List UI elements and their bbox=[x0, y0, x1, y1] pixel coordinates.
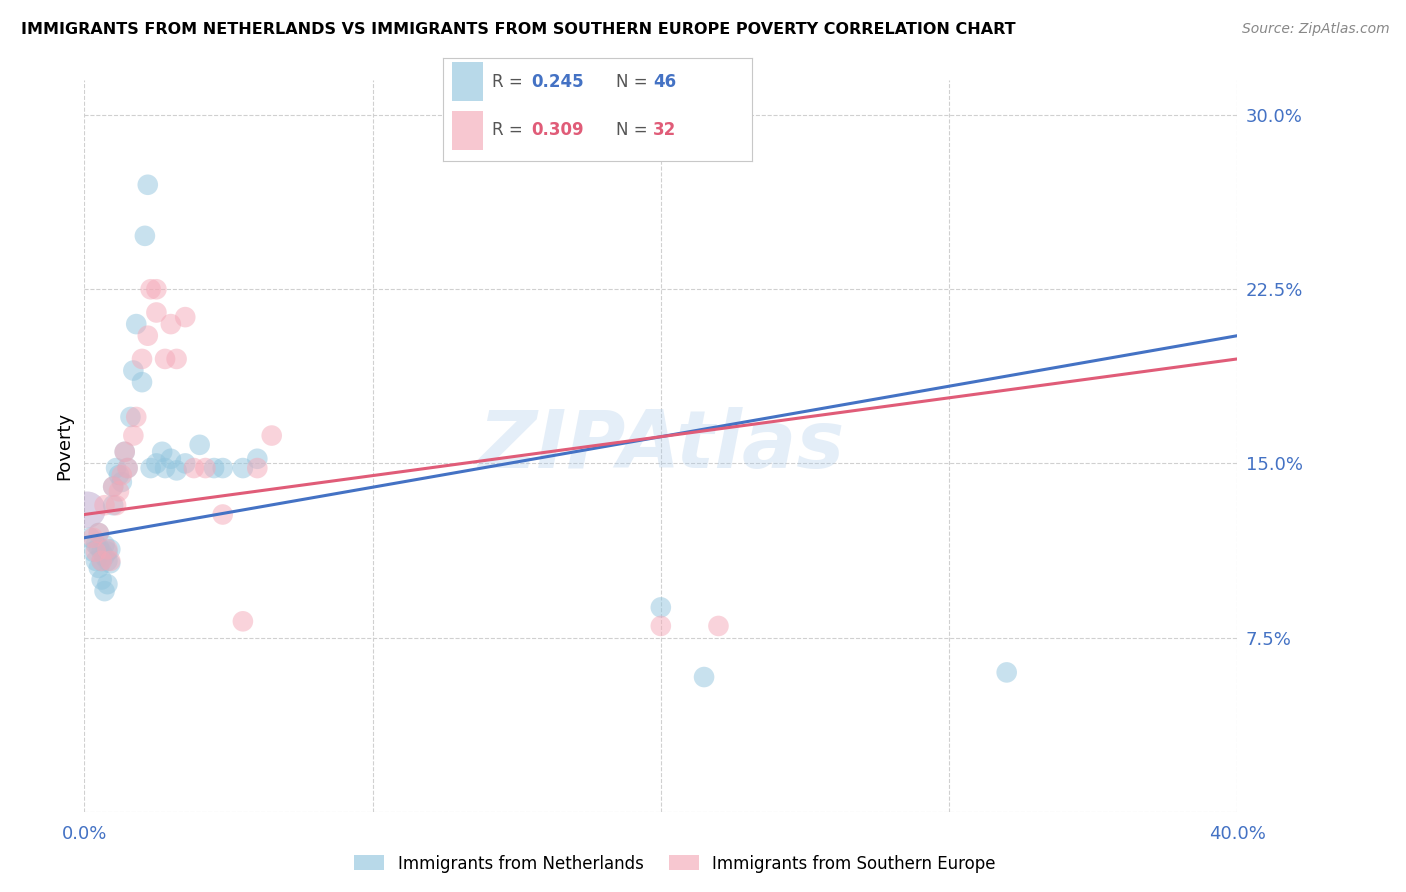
Point bbox=[150, 445, 173, 459]
Point bbox=[117, 461, 139, 475]
Text: N =: N = bbox=[616, 72, 652, 91]
Point bbox=[96, 554, 118, 568]
Text: R =: R = bbox=[492, 72, 529, 91]
Point bbox=[90, 554, 112, 568]
Text: Source: ZipAtlas.com: Source: ZipAtlas.com bbox=[1241, 22, 1389, 37]
Point bbox=[96, 577, 118, 591]
Point bbox=[90, 573, 112, 587]
Point bbox=[246, 461, 269, 475]
Point bbox=[93, 549, 115, 564]
Point bbox=[202, 461, 225, 475]
Legend: Immigrants from Netherlands, Immigrants from Southern Europe: Immigrants from Netherlands, Immigrants … bbox=[347, 848, 1002, 880]
Point bbox=[145, 305, 167, 319]
Point bbox=[90, 554, 112, 568]
Point bbox=[995, 665, 1018, 680]
Point bbox=[108, 468, 131, 483]
Point bbox=[174, 310, 197, 325]
Point bbox=[111, 475, 134, 489]
Point bbox=[246, 451, 269, 466]
Point bbox=[114, 445, 136, 459]
Point bbox=[153, 351, 176, 366]
Point bbox=[98, 554, 121, 568]
Point bbox=[87, 526, 110, 541]
Point bbox=[211, 508, 233, 522]
Point bbox=[87, 540, 110, 554]
Point bbox=[232, 615, 254, 629]
Point bbox=[84, 544, 107, 558]
Point bbox=[93, 538, 115, 552]
Point bbox=[166, 351, 188, 366]
Point bbox=[122, 363, 145, 377]
Point bbox=[103, 498, 125, 512]
Point bbox=[260, 428, 283, 442]
Point bbox=[650, 600, 672, 615]
Text: IMMIGRANTS FROM NETHERLANDS VS IMMIGRANTS FROM SOUTHERN EUROPE POVERTY CORRELATI: IMMIGRANTS FROM NETHERLANDS VS IMMIGRANT… bbox=[21, 22, 1015, 37]
Point bbox=[194, 461, 217, 475]
Point bbox=[87, 561, 110, 575]
Text: N =: N = bbox=[616, 120, 652, 139]
Point bbox=[166, 463, 188, 477]
Point bbox=[131, 351, 153, 366]
Point bbox=[98, 556, 121, 570]
Point bbox=[105, 498, 128, 512]
Point bbox=[122, 428, 145, 442]
Text: R =: R = bbox=[492, 120, 529, 139]
Point bbox=[160, 451, 183, 466]
Point bbox=[98, 542, 121, 557]
Point bbox=[93, 498, 115, 512]
Point bbox=[125, 409, 148, 424]
Text: ZIPAtlas: ZIPAtlas bbox=[478, 407, 844, 485]
Y-axis label: Poverty: Poverty bbox=[55, 412, 73, 480]
Point bbox=[82, 544, 104, 558]
Text: 0.309: 0.309 bbox=[531, 120, 583, 139]
Point bbox=[120, 409, 142, 424]
Point bbox=[103, 480, 125, 494]
Text: 0.245: 0.245 bbox=[531, 72, 583, 91]
Point bbox=[707, 619, 730, 633]
Point bbox=[145, 282, 167, 296]
Point bbox=[93, 584, 115, 599]
Point bbox=[211, 461, 233, 475]
Bar bbox=[453, 62, 484, 101]
Point bbox=[87, 526, 110, 541]
Point bbox=[84, 554, 107, 568]
Point bbox=[96, 542, 118, 557]
Point bbox=[174, 457, 197, 471]
Point bbox=[114, 445, 136, 459]
Point bbox=[145, 457, 167, 471]
Text: 46: 46 bbox=[654, 72, 676, 91]
Point bbox=[160, 317, 183, 331]
Point bbox=[79, 531, 101, 545]
Point bbox=[125, 317, 148, 331]
Point bbox=[693, 670, 716, 684]
Point bbox=[108, 484, 131, 499]
Point bbox=[105, 461, 128, 475]
Point bbox=[136, 328, 159, 343]
Point bbox=[650, 619, 672, 633]
Point bbox=[139, 461, 162, 475]
Point bbox=[134, 228, 156, 243]
Point bbox=[136, 178, 159, 192]
Point bbox=[131, 375, 153, 389]
Point bbox=[188, 438, 211, 452]
Point bbox=[103, 480, 125, 494]
Text: 32: 32 bbox=[654, 120, 676, 139]
Point bbox=[139, 282, 162, 296]
Bar bbox=[453, 112, 484, 150]
Point bbox=[153, 461, 176, 475]
Point bbox=[117, 461, 139, 475]
Point bbox=[76, 503, 98, 517]
Point bbox=[111, 468, 134, 483]
Point bbox=[82, 531, 104, 545]
Point bbox=[96, 544, 118, 558]
Point bbox=[232, 461, 254, 475]
Point bbox=[183, 461, 205, 475]
Point bbox=[90, 544, 112, 558]
Point bbox=[84, 538, 107, 552]
